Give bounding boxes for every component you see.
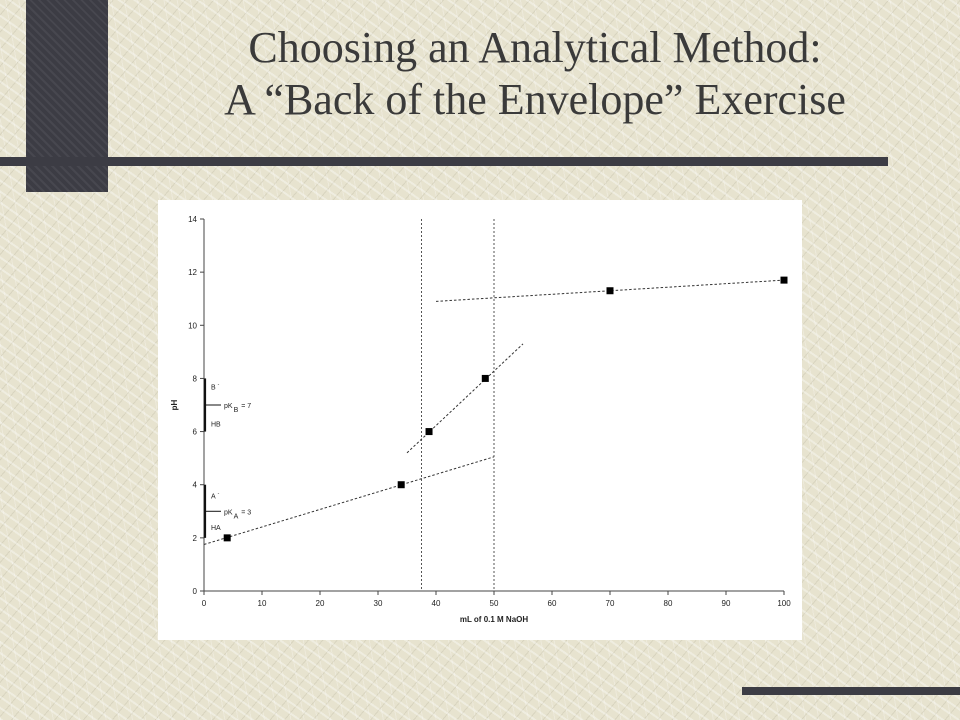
- y-tick-label: 0: [193, 587, 198, 596]
- trendline: [406, 343, 524, 454]
- y-tick-label: 2: [193, 534, 198, 543]
- trendline: [203, 456, 495, 545]
- x-tick-label: 80: [664, 599, 673, 608]
- y-axis-title: pH: [170, 399, 179, 410]
- data-point: [397, 481, 405, 489]
- x-tick-label: 20: [316, 599, 325, 608]
- pka-annotation-label: pKB= 7: [224, 403, 251, 414]
- slide-title-line-1: Choosing an Analytical Method:: [248, 23, 822, 72]
- x-tick-label: 0: [202, 599, 207, 608]
- y-tick-label: 10: [188, 321, 197, 330]
- data-point: [223, 534, 231, 542]
- slide-title: Choosing an Analytical Method: A “Back o…: [110, 22, 960, 126]
- x-axis-title: mL of 0.1 M NaOH: [460, 615, 529, 624]
- y-tick-label: 8: [193, 374, 198, 383]
- footer-rule: [742, 687, 960, 695]
- pka-annotation-label: B-: [211, 381, 220, 391]
- y-tick-label: 14: [188, 215, 197, 224]
- x-tick-label: 50: [490, 599, 499, 608]
- x-tick-label: 100: [777, 599, 791, 608]
- data-point: [606, 287, 614, 295]
- slide-title-line-2: A “Back of the Envelope” Exercise: [224, 75, 846, 124]
- x-tick-label: 70: [606, 599, 615, 608]
- data-point: [481, 374, 489, 382]
- x-tick-label: 40: [432, 599, 441, 608]
- chart-panel: 0 2 4 6 8 10 12 14 0 10 20 30 40 50 60 70 80 90 100 mL of 0…: [158, 200, 802, 640]
- x-tick-label: 60: [548, 599, 557, 608]
- data-point: [425, 428, 433, 436]
- y-tick-label: 6: [193, 428, 198, 437]
- pka-annotation-label: pKA= 3: [224, 509, 251, 520]
- pka-annotation-label: A-: [211, 490, 220, 500]
- pka-annotation-label: HB: [211, 422, 221, 429]
- data-point: [780, 276, 788, 284]
- x-tick-label: 10: [258, 599, 267, 608]
- x-tick-label: 30: [374, 599, 383, 608]
- titration-chart: 0 2 4 6 8 10 12 14 0 10 20 30 40 50 60 70 80 90 100 mL of 0…: [170, 215, 791, 624]
- x-tick-label: 90: [722, 599, 731, 608]
- pka-annotation-label: HA: [211, 525, 221, 532]
- y-tick-label: 4: [193, 481, 198, 490]
- title-underline: [0, 157, 888, 166]
- y-tick-label: 12: [188, 268, 197, 277]
